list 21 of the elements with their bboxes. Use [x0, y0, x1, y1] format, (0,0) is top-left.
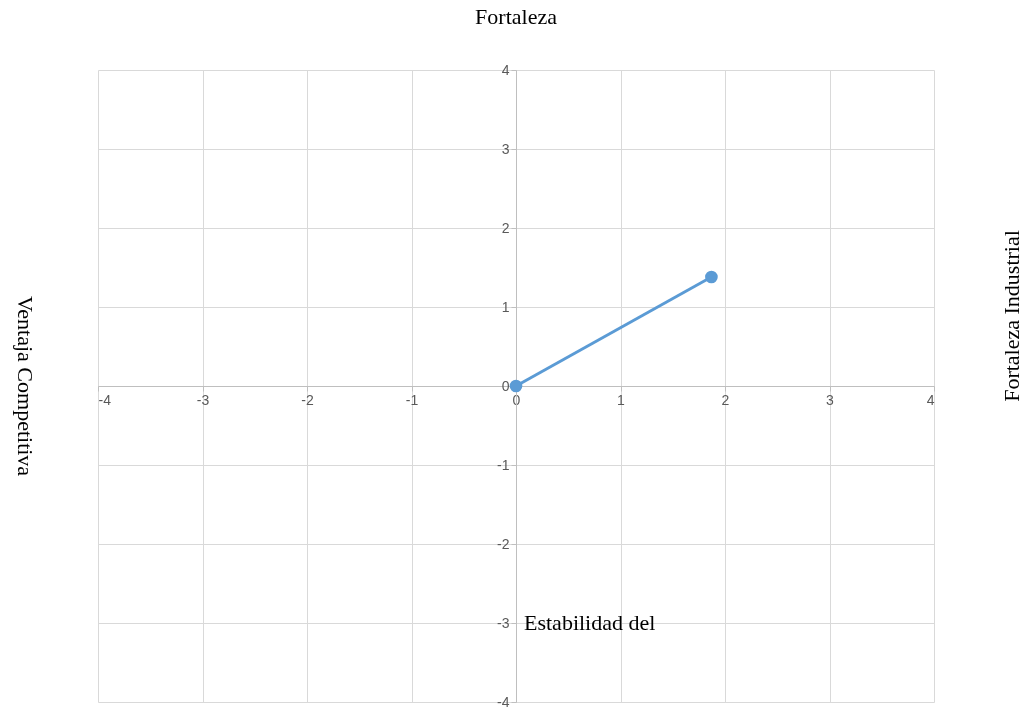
- x-tick-label: 2: [721, 391, 730, 408]
- y-tick-label: -4: [497, 693, 510, 710]
- y-tick-label: 1: [501, 298, 510, 315]
- x-tick-label: -3: [196, 391, 210, 408]
- x-tick-label: -4: [98, 391, 112, 408]
- chart-title: Fortaleza: [475, 4, 558, 29]
- x-tick-label: -1: [405, 391, 419, 408]
- x-tick-label: -2: [301, 391, 314, 408]
- y-tick-label: 2: [501, 219, 510, 236]
- x-tick-label: 3: [826, 391, 835, 408]
- y-tick-label: 0: [501, 377, 510, 394]
- x-tick-label: 1: [617, 391, 626, 408]
- x-tick-label: 4: [926, 391, 935, 408]
- y-tick-label: -1: [497, 456, 510, 473]
- y-tick-label: 4: [501, 61, 510, 78]
- y-tick-label: -3: [497, 614, 510, 631]
- y-tick-label: -2: [497, 535, 510, 552]
- y-axis-title: Ventaja Competitiva: [13, 295, 38, 477]
- y-tick-label: 3: [501, 140, 510, 157]
- y2-axis-title: Fortaleza Industrial: [999, 230, 1024, 402]
- annotation: Estabilidad del: [524, 610, 656, 635]
